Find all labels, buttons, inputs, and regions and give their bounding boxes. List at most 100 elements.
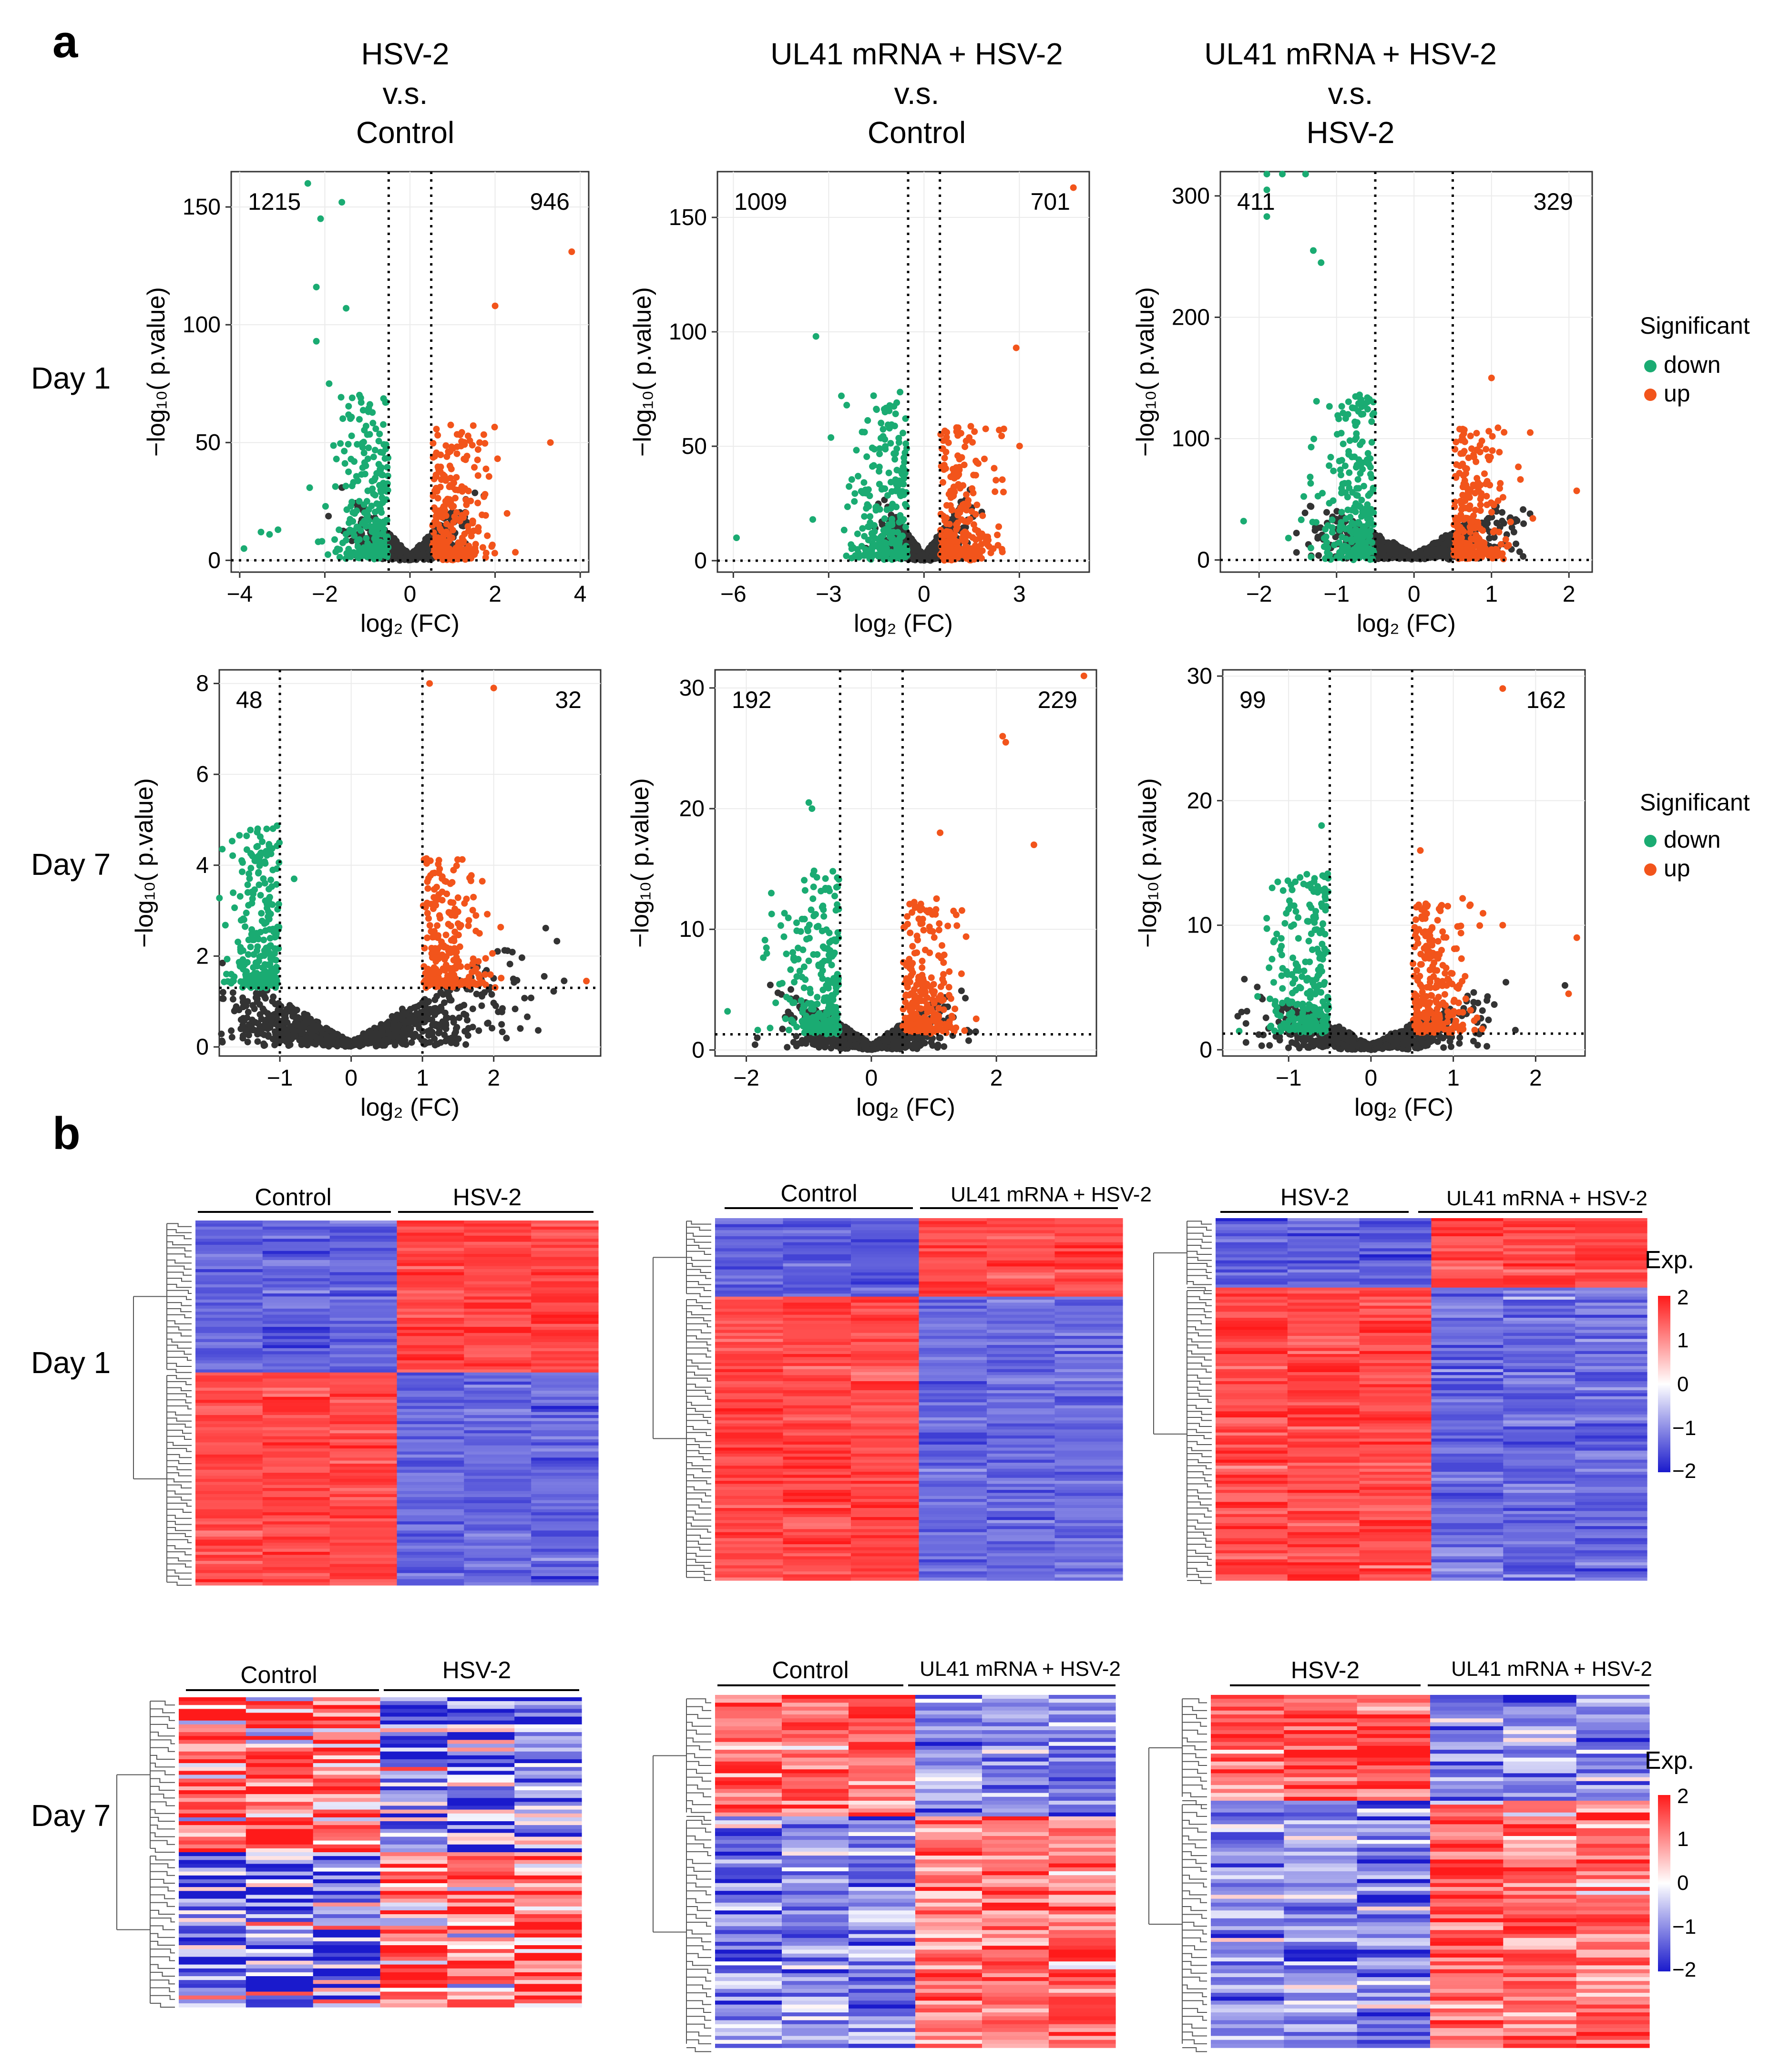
data-point xyxy=(1327,453,1334,461)
data-point xyxy=(350,479,357,486)
data-point xyxy=(1354,419,1361,426)
data-point xyxy=(339,539,346,546)
data-point xyxy=(1573,487,1580,494)
data-point xyxy=(1016,442,1023,450)
data-point xyxy=(438,476,445,483)
data-point xyxy=(369,420,377,427)
panel-label-a: a xyxy=(52,16,78,67)
data-point xyxy=(864,501,871,508)
data-point xyxy=(991,465,998,472)
points xyxy=(240,180,575,564)
data-point xyxy=(479,544,486,551)
data-point xyxy=(950,548,957,555)
data-point xyxy=(376,468,383,475)
data-point xyxy=(480,431,487,438)
data-point xyxy=(337,440,344,447)
data-point xyxy=(886,402,893,409)
data-point xyxy=(868,530,875,537)
data-point xyxy=(333,455,340,462)
data-point xyxy=(1513,540,1520,547)
data-point xyxy=(365,444,372,451)
data-point xyxy=(1315,552,1322,559)
data-point xyxy=(453,509,460,516)
data-point xyxy=(971,428,978,435)
data-point xyxy=(376,431,383,438)
data-point xyxy=(1456,544,1463,551)
data-point xyxy=(447,523,454,530)
data-point xyxy=(984,541,991,548)
legend-up-label: up xyxy=(1664,380,1690,407)
data-point xyxy=(1313,398,1320,405)
x-tick-label: 2 xyxy=(489,582,501,607)
data-point xyxy=(1361,543,1368,550)
data-point xyxy=(867,513,874,520)
data-point xyxy=(474,472,481,479)
data-point xyxy=(313,338,320,345)
data-point xyxy=(1308,503,1315,510)
data-point xyxy=(1334,431,1340,438)
down-count: 411 xyxy=(1237,188,1275,215)
data-point xyxy=(453,431,460,438)
data-point xyxy=(1486,482,1494,489)
data-point xyxy=(972,511,979,518)
data-point xyxy=(1473,458,1480,465)
legend-down-swatch xyxy=(1644,360,1657,372)
data-point xyxy=(1338,490,1345,496)
data-point xyxy=(1457,498,1464,504)
data-point xyxy=(941,427,948,434)
data-point xyxy=(467,497,474,504)
legend-up-label: up xyxy=(1664,855,1690,882)
data-point xyxy=(982,425,989,432)
data-point xyxy=(1000,489,1007,495)
data-point xyxy=(346,526,353,533)
y-tick-label: 50 xyxy=(195,430,221,455)
data-point xyxy=(330,442,337,449)
data-point xyxy=(897,512,904,519)
data-point xyxy=(365,517,372,524)
y-tick-label: 150 xyxy=(183,195,221,220)
data-point xyxy=(336,526,343,533)
data-point xyxy=(354,537,361,544)
data-point xyxy=(380,421,387,428)
data-point xyxy=(855,549,862,556)
data-point xyxy=(457,549,464,556)
data-point xyxy=(981,455,988,462)
data-point xyxy=(1310,435,1317,442)
data-point xyxy=(461,1028,469,1035)
y-axis-title: −log₁₀( p.value) xyxy=(143,287,170,457)
data-point xyxy=(528,995,534,1002)
data-point xyxy=(351,510,358,517)
data-point xyxy=(1285,534,1292,542)
data-point xyxy=(942,449,950,456)
data-point xyxy=(1360,401,1367,408)
data-point xyxy=(499,1028,506,1036)
row-label-day1-heatmap: Day 1 xyxy=(31,1345,111,1380)
data-point xyxy=(1473,430,1480,437)
data-point xyxy=(853,447,860,454)
data-point xyxy=(1520,520,1527,527)
data-point xyxy=(1344,493,1351,501)
data-point xyxy=(455,539,462,546)
data-point xyxy=(998,546,1005,553)
data-point xyxy=(359,444,366,451)
data-point xyxy=(1520,506,1527,513)
y-tick-label: 200 xyxy=(1172,305,1210,330)
data-point xyxy=(378,531,385,538)
data-point xyxy=(962,443,969,451)
data-point xyxy=(518,954,525,961)
data-point xyxy=(436,467,443,474)
data-point xyxy=(365,408,372,415)
data-point xyxy=(1516,548,1523,555)
data-point xyxy=(958,454,965,461)
data-point xyxy=(1324,522,1331,529)
data-point xyxy=(469,1005,476,1013)
data-point xyxy=(893,467,900,473)
data-point xyxy=(889,529,896,536)
legend-down-label: down xyxy=(1664,826,1721,853)
data-point xyxy=(828,434,835,441)
y-axis-title: −log₁₀( p.value) xyxy=(629,287,656,457)
data-point xyxy=(375,438,382,445)
data-point xyxy=(860,479,868,486)
